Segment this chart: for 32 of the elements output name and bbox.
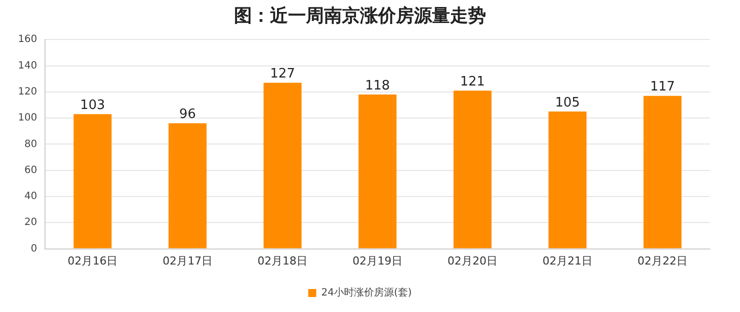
data-label: 96 <box>179 107 196 122</box>
y-tick-label: 20 <box>24 217 38 228</box>
bar <box>548 112 587 248</box>
y-tick-label: 80 <box>24 138 38 150</box>
y-tick-label: 60 <box>24 164 38 176</box>
legend-label: 24小时涨价房源(套) <box>321 286 412 299</box>
bar <box>264 82 302 248</box>
y-tick-label: 120 <box>18 86 38 98</box>
y-tick-label: 160 <box>18 34 38 46</box>
data-label: 118 <box>365 78 390 94</box>
y-tick-label: 100 <box>18 112 38 124</box>
data-label: 127 <box>270 66 295 82</box>
x-tick-label: 02月20日 <box>448 254 498 268</box>
bar <box>454 90 492 248</box>
x-tick-label: 02月22日 <box>638 254 688 268</box>
bar <box>168 123 207 248</box>
x-tick-label: 02月18日 <box>258 254 308 268</box>
data-label: 121 <box>460 74 485 90</box>
x-tick-label: 02月17日 <box>162 254 213 268</box>
y-tick-label: 40 <box>24 191 38 202</box>
y-tick-label: 0 <box>30 243 38 254</box>
x-tick-label: 02月19日 <box>352 254 403 268</box>
chart-title: 图：近一周南京涨价房源量走势 <box>234 5 486 26</box>
data-label: 105 <box>555 95 580 110</box>
x-tick-label: 02月21日 <box>542 254 593 268</box>
bar <box>358 94 397 248</box>
y-tick-label: 140 <box>18 60 38 72</box>
x-tick-label: 02月16日 <box>68 254 118 268</box>
data-label: 103 <box>80 98 105 114</box>
bar <box>644 96 682 248</box>
data-label: 117 <box>650 80 675 95</box>
bar <box>74 114 112 248</box>
